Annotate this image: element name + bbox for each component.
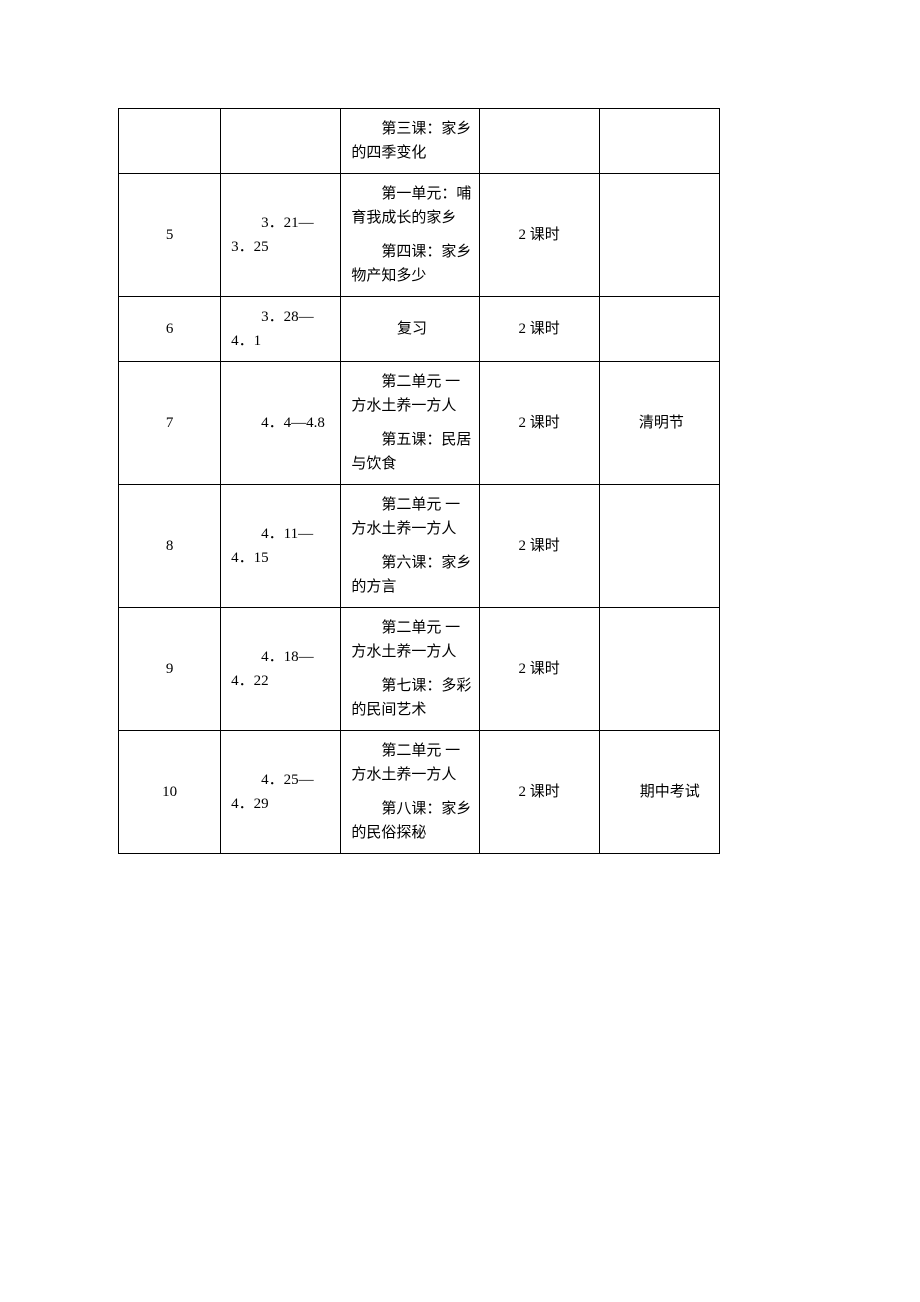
week-cell	[119, 109, 221, 174]
unit-text: 第二单元 一方水土养一方人	[351, 370, 472, 418]
week-cell: 6	[119, 297, 221, 362]
lesson-text: 复习	[397, 321, 427, 337]
content-cell: 复习	[341, 297, 479, 362]
lesson-text: 第四课：家乡物产知多少	[351, 240, 472, 288]
table-row: 8 4．11—4．15 第二单元 一方水土养一方人 第六课：家乡的方言 2 课时	[119, 485, 720, 608]
hours-cell: 2 课时	[479, 608, 599, 731]
hours-cell: 2 课时	[479, 297, 599, 362]
week-cell: 8	[119, 485, 221, 608]
notes-cell	[599, 109, 719, 174]
notes-cell: 清明节	[599, 362, 719, 485]
date-cell: 4．18—4．22	[221, 608, 341, 731]
unit-text: 第二单元 一方水土养一方人	[351, 739, 472, 787]
table-row: 10 4．25—4．29 第二单元 一方水土养一方人 第八课：家乡的民俗探秘 2…	[119, 731, 720, 854]
unit-text: 第二单元 一方水土养一方人	[351, 493, 472, 541]
week-cell: 10	[119, 731, 221, 854]
hours-cell: 2 课时	[479, 174, 599, 297]
date-cell: 4．4—4.8	[221, 362, 341, 485]
notes-cell: 期中考试	[599, 731, 719, 854]
content-cell: 第三课：家乡的四季变化	[341, 109, 479, 174]
table-row: 第三课：家乡的四季变化	[119, 109, 720, 174]
notes-cell	[599, 608, 719, 731]
date-cell: 3．28—4．1	[221, 297, 341, 362]
notes-cell	[599, 174, 719, 297]
content-cell: 第二单元 一方水土养一方人 第五课：民居与饮食	[341, 362, 479, 485]
lesson-text: 第五课：民居与饮食	[351, 428, 472, 476]
table-row: 9 4．18—4．22 第二单元 一方水土养一方人 第七课：多彩的民间艺术 2 …	[119, 608, 720, 731]
content-cell: 第二单元 一方水土养一方人 第七课：多彩的民间艺术	[341, 608, 479, 731]
lesson-text: 第三课：家乡的四季变化	[351, 117, 472, 165]
date-cell: 4．25—4．29	[221, 731, 341, 854]
hours-cell	[479, 109, 599, 174]
lesson-text: 第八课：家乡的民俗探秘	[351, 797, 472, 845]
unit-text: 第一单元：哺育我成长的家乡	[351, 182, 472, 230]
date-cell: 3．21—3．25	[221, 174, 341, 297]
unit-text: 第二单元 一方水土养一方人	[351, 616, 472, 664]
week-cell: 9	[119, 608, 221, 731]
hours-cell: 2 课时	[479, 731, 599, 854]
content-cell: 第二单元 一方水土养一方人 第八课：家乡的民俗探秘	[341, 731, 479, 854]
date-cell: 4．11—4．15	[221, 485, 341, 608]
lesson-text: 第六课：家乡的方言	[351, 551, 472, 599]
hours-cell: 2 课时	[479, 362, 599, 485]
lesson-text: 第七课：多彩的民间艺术	[351, 674, 472, 722]
week-cell: 7	[119, 362, 221, 485]
content-cell: 第二单元 一方水土养一方人 第六课：家乡的方言	[341, 485, 479, 608]
hours-cell: 2 课时	[479, 485, 599, 608]
notes-cell	[599, 297, 719, 362]
date-cell	[221, 109, 341, 174]
notes-cell	[599, 485, 719, 608]
schedule-table: 第三课：家乡的四季变化 5 3．21—3．25 第一单元：哺育我成长的家乡 第四…	[118, 108, 720, 854]
week-cell: 5	[119, 174, 221, 297]
table-row: 7 4．4—4.8 第二单元 一方水土养一方人 第五课：民居与饮食 2 课时 清…	[119, 362, 720, 485]
content-cell: 第一单元：哺育我成长的家乡 第四课：家乡物产知多少	[341, 174, 479, 297]
table-row: 6 3．28—4．1 复习 2 课时	[119, 297, 720, 362]
table-row: 5 3．21—3．25 第一单元：哺育我成长的家乡 第四课：家乡物产知多少 2 …	[119, 174, 720, 297]
